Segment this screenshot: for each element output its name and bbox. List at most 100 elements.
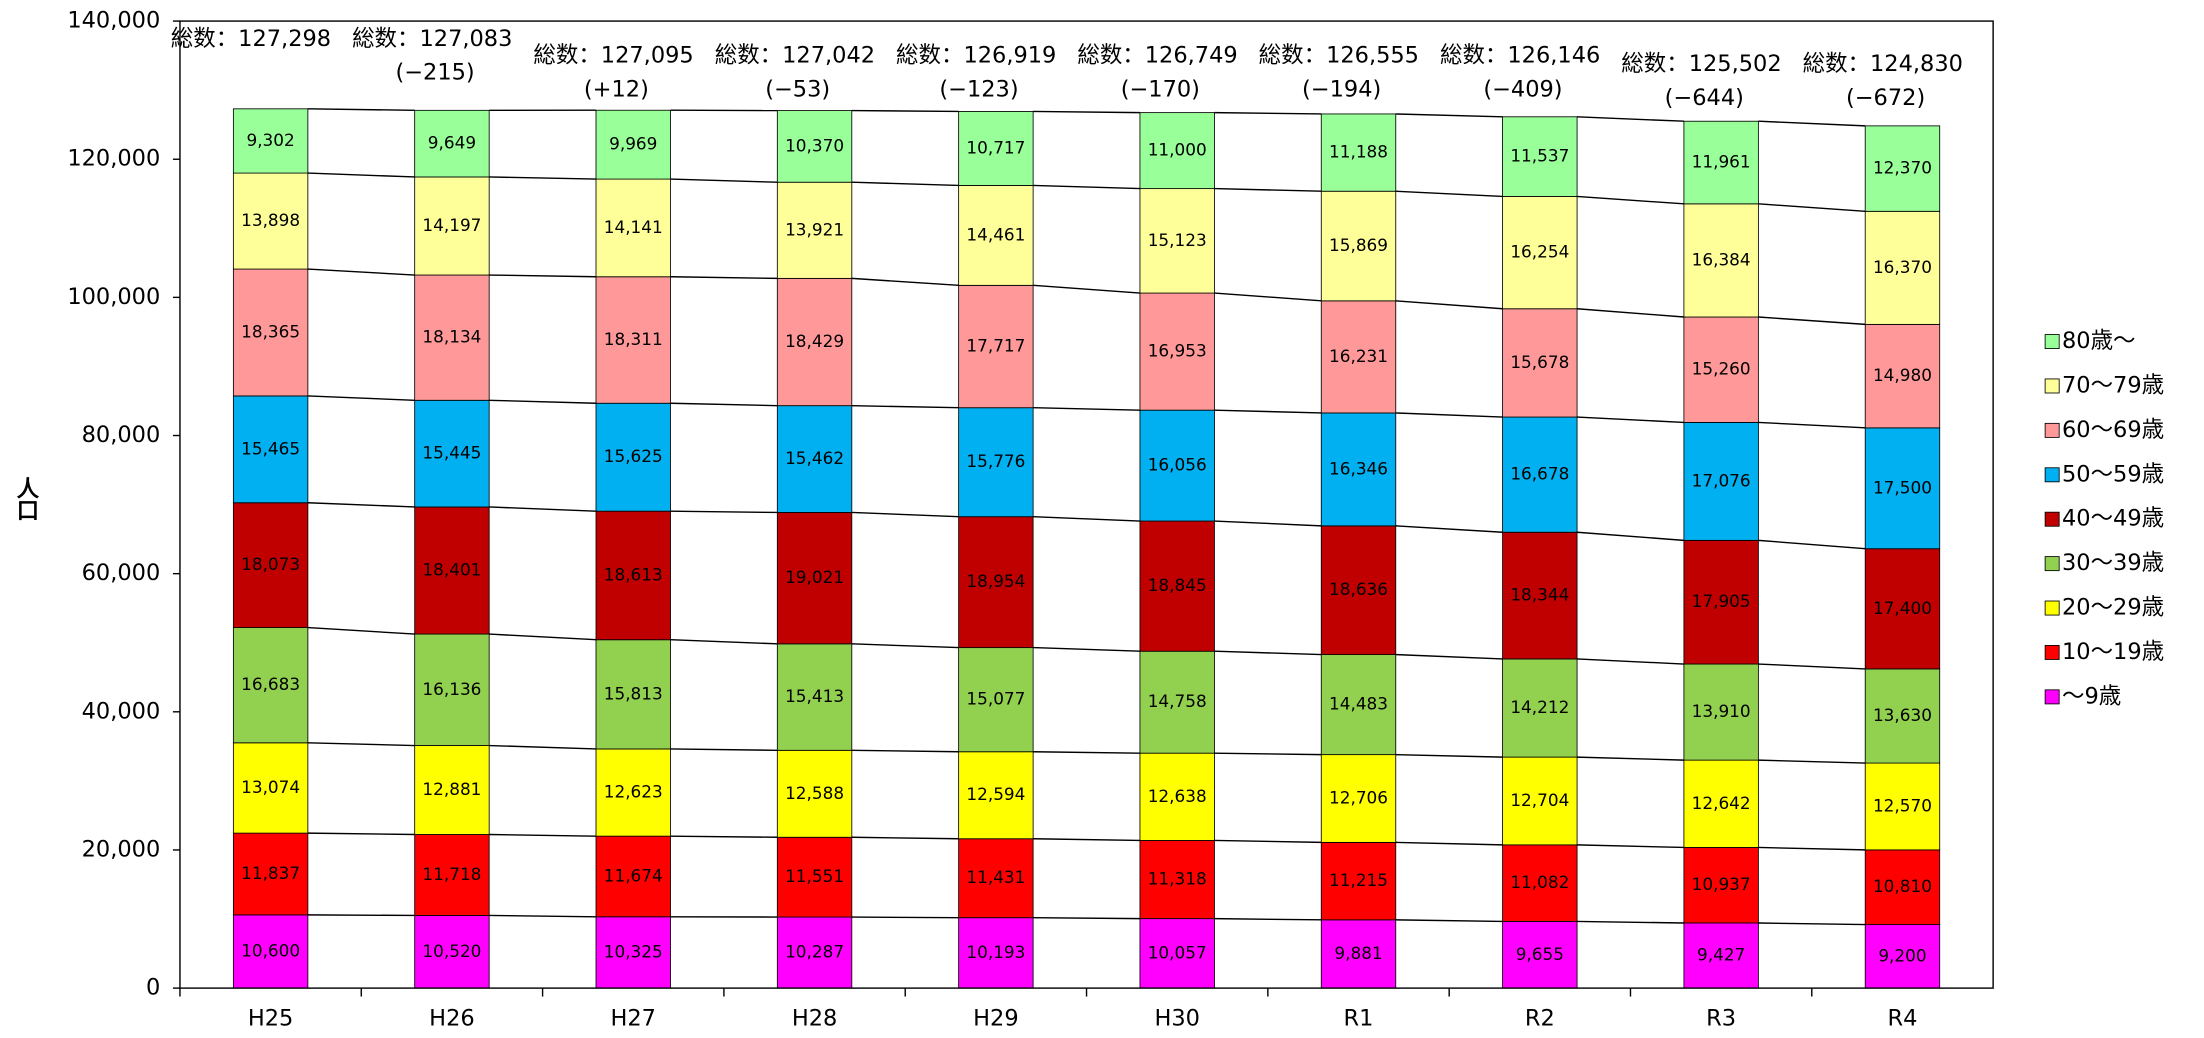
bar-segment — [1502, 116, 1578, 197]
y-tick-label: 0 — [146, 975, 160, 1001]
bar-segment — [232, 742, 309, 834]
data-label: 14,483 — [1329, 694, 1388, 714]
bar-segment — [776, 277, 853, 407]
bar-segment — [1683, 759, 1759, 848]
connector-line — [307, 502, 415, 508]
data-label: 11,000 — [1148, 140, 1207, 160]
data-label: 9,200 — [1878, 945, 1926, 965]
data-label: 12,638 — [1148, 786, 1207, 806]
bar-segment — [414, 745, 490, 835]
bar-segment — [595, 639, 671, 750]
data-label: 13,921 — [785, 219, 844, 239]
data-label: 18,429 — [785, 331, 844, 351]
connector-line — [851, 181, 959, 187]
data-label: 9,655 — [1516, 944, 1564, 964]
bar-segment — [1683, 663, 1759, 761]
bar-segment — [1864, 762, 1941, 851]
connector-line — [1577, 920, 1684, 924]
data-label: 15,813 — [604, 683, 663, 703]
data-label: 16,384 — [1692, 249, 1751, 269]
bar-segment — [1683, 421, 1759, 541]
bar-segment — [776, 512, 853, 645]
bar-segment — [1320, 190, 1397, 302]
connector-line — [307, 108, 415, 112]
data-label: 13,074 — [241, 777, 300, 797]
connector-line — [1214, 111, 1322, 115]
data-label: 17,905 — [1692, 591, 1751, 611]
bar-segment — [414, 633, 490, 746]
data-label: 12,881 — [422, 779, 481, 799]
connector-line — [1758, 539, 1866, 550]
data-label: 16,683 — [241, 674, 300, 694]
y-tick-label: 40,000 — [82, 698, 161, 724]
total-label: 総数：126,749 — [1077, 43, 1237, 69]
connector-line — [1395, 113, 1503, 118]
bar-segment — [232, 627, 309, 744]
data-label: 16,678 — [1510, 464, 1569, 484]
change-label: (−170) — [1121, 76, 1200, 102]
bar-segment — [776, 405, 853, 513]
data-label: 10,520 — [422, 941, 481, 961]
bar-segment — [1683, 539, 1759, 665]
connector-line — [1395, 525, 1503, 533]
bar-segment — [232, 914, 309, 989]
connector-line — [1214, 839, 1322, 844]
bar-segment — [776, 916, 853, 989]
connector-line — [670, 748, 778, 752]
change-label: (−53) — [765, 76, 830, 102]
connector-line — [1758, 203, 1866, 213]
change-label: (−215) — [395, 60, 474, 86]
bar-segment — [232, 502, 309, 629]
y-tick-label: 60,000 — [82, 560, 161, 586]
data-label: 15,445 — [422, 443, 481, 463]
legend-label: 40〜49歳 — [2062, 506, 2164, 532]
bar-segment — [1864, 849, 1941, 925]
bar-segment — [1320, 113, 1397, 192]
data-label: 14,461 — [966, 224, 1025, 244]
connector-line — [670, 835, 778, 838]
connector-line — [670, 510, 778, 514]
bar-segment — [232, 108, 309, 174]
connector-line — [1033, 110, 1140, 114]
change-label: (−672) — [1846, 85, 1925, 111]
connector-line — [1758, 663, 1866, 670]
change-label: (+12) — [584, 76, 649, 102]
data-label: 14,758 — [1148, 691, 1207, 711]
bar-segment — [595, 510, 671, 641]
data-label: 11,551 — [785, 866, 844, 886]
connector-line — [1577, 658, 1684, 665]
total-label: 総数：127,083 — [352, 26, 512, 52]
bar-segment — [958, 407, 1034, 518]
connector-line — [1395, 919, 1503, 923]
bar-segment — [1320, 654, 1397, 756]
bar-segment — [958, 185, 1034, 286]
bar-segment — [1139, 840, 1215, 920]
data-label: 14,141 — [604, 217, 663, 237]
connector-line — [1214, 520, 1322, 527]
connector-line — [489, 176, 597, 180]
bar-segment — [1864, 668, 1941, 764]
connector-line — [1214, 409, 1322, 414]
data-label: 9,881 — [1334, 943, 1382, 963]
connector-line — [1214, 752, 1322, 756]
legend-swatch — [2044, 600, 2060, 616]
data-label: 15,625 — [604, 446, 663, 466]
bar-segment — [232, 832, 309, 916]
connector-line — [1033, 916, 1140, 920]
bar-segment — [1683, 203, 1759, 318]
change-label: (−409) — [1483, 76, 1562, 102]
connector-line — [1033, 751, 1140, 754]
data-label: 12,642 — [1692, 793, 1751, 813]
x-tick-label: H30 — [1154, 1006, 1200, 1032]
bar-segment — [958, 516, 1034, 649]
data-label: 15,077 — [966, 689, 1025, 709]
data-label: 10,057 — [1148, 942, 1207, 962]
bar-segment — [958, 751, 1034, 840]
change-label: (−123) — [939, 76, 1018, 102]
connector-line — [1758, 846, 1866, 851]
connector-line — [489, 506, 597, 512]
bar-segment — [595, 276, 671, 404]
bar-segment — [958, 111, 1034, 186]
connector-line — [489, 399, 597, 404]
